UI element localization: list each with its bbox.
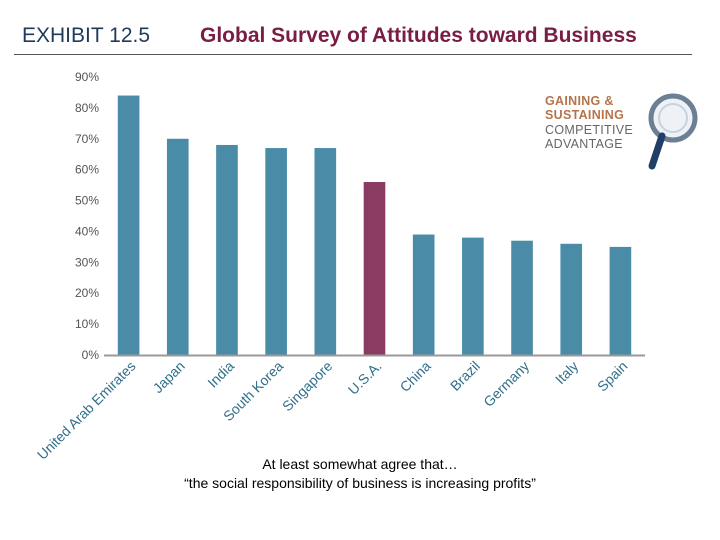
bar-brazil xyxy=(462,237,484,355)
bars xyxy=(117,95,632,356)
y-tick-label: 70% xyxy=(75,132,99,146)
y-tick-label: 10% xyxy=(75,317,99,331)
y-tick-label: 20% xyxy=(75,286,99,300)
bar-spain xyxy=(609,246,632,355)
bar-italy xyxy=(560,243,583,355)
y-tick-label: 50% xyxy=(75,194,99,208)
x-category-label: Germany xyxy=(480,358,532,410)
y-tick-label: 40% xyxy=(75,224,99,238)
x-category-label: United Arab Emirates xyxy=(34,358,139,463)
bar-india xyxy=(216,144,238,355)
badge-line-2: SUSTAINING xyxy=(545,108,625,122)
page-title: Global Survey of Attitudes toward Busine… xyxy=(200,24,637,47)
x-category-label: Japan xyxy=(150,358,188,396)
y-tick-label: 0% xyxy=(82,348,100,362)
y-tick-label: 30% xyxy=(75,255,99,269)
bar-japan xyxy=(166,138,189,355)
y-tick-label: 80% xyxy=(75,101,99,115)
magnifying-glass-icon xyxy=(648,93,698,170)
y-tick-label: 60% xyxy=(75,163,99,177)
bar-u-s-a xyxy=(363,182,386,355)
bar-south-korea xyxy=(265,148,287,355)
caption-line-1: At least somewhat agree that… xyxy=(262,456,458,472)
title-divider xyxy=(14,54,692,55)
badge-line-1: GAINING & xyxy=(545,94,614,108)
y-axis: 0% 10% 20% 30% 40% 50% 60% 70% 80% 90% xyxy=(75,70,99,362)
x-category-label: China xyxy=(397,358,434,395)
x-category-label: Italy xyxy=(552,358,581,387)
x-category-label: Singapore xyxy=(279,358,336,415)
caption-line-2: “the social responsibility of business i… xyxy=(184,475,536,491)
bar-china xyxy=(412,234,435,355)
badge-line-4: ADVANTAGE xyxy=(545,137,623,151)
exhibit-label: EXHIBIT 12.5 xyxy=(22,24,151,47)
bar-united-arab-emirates xyxy=(117,95,140,356)
bar-germany xyxy=(511,240,533,355)
bar-singapore xyxy=(314,148,337,355)
x-category-label: India xyxy=(204,358,237,391)
gaining-sustaining-badge: GAINING & SUSTAINING COMPETITIVE ADVANTA… xyxy=(545,92,705,172)
badge-line-3: COMPETITIVE xyxy=(545,123,634,137)
x-category-label: Spain xyxy=(594,358,631,395)
x-category-label: U.S.A. xyxy=(345,358,385,398)
y-tick-label: 90% xyxy=(75,70,99,84)
x-category-label: Brazil xyxy=(447,358,483,394)
